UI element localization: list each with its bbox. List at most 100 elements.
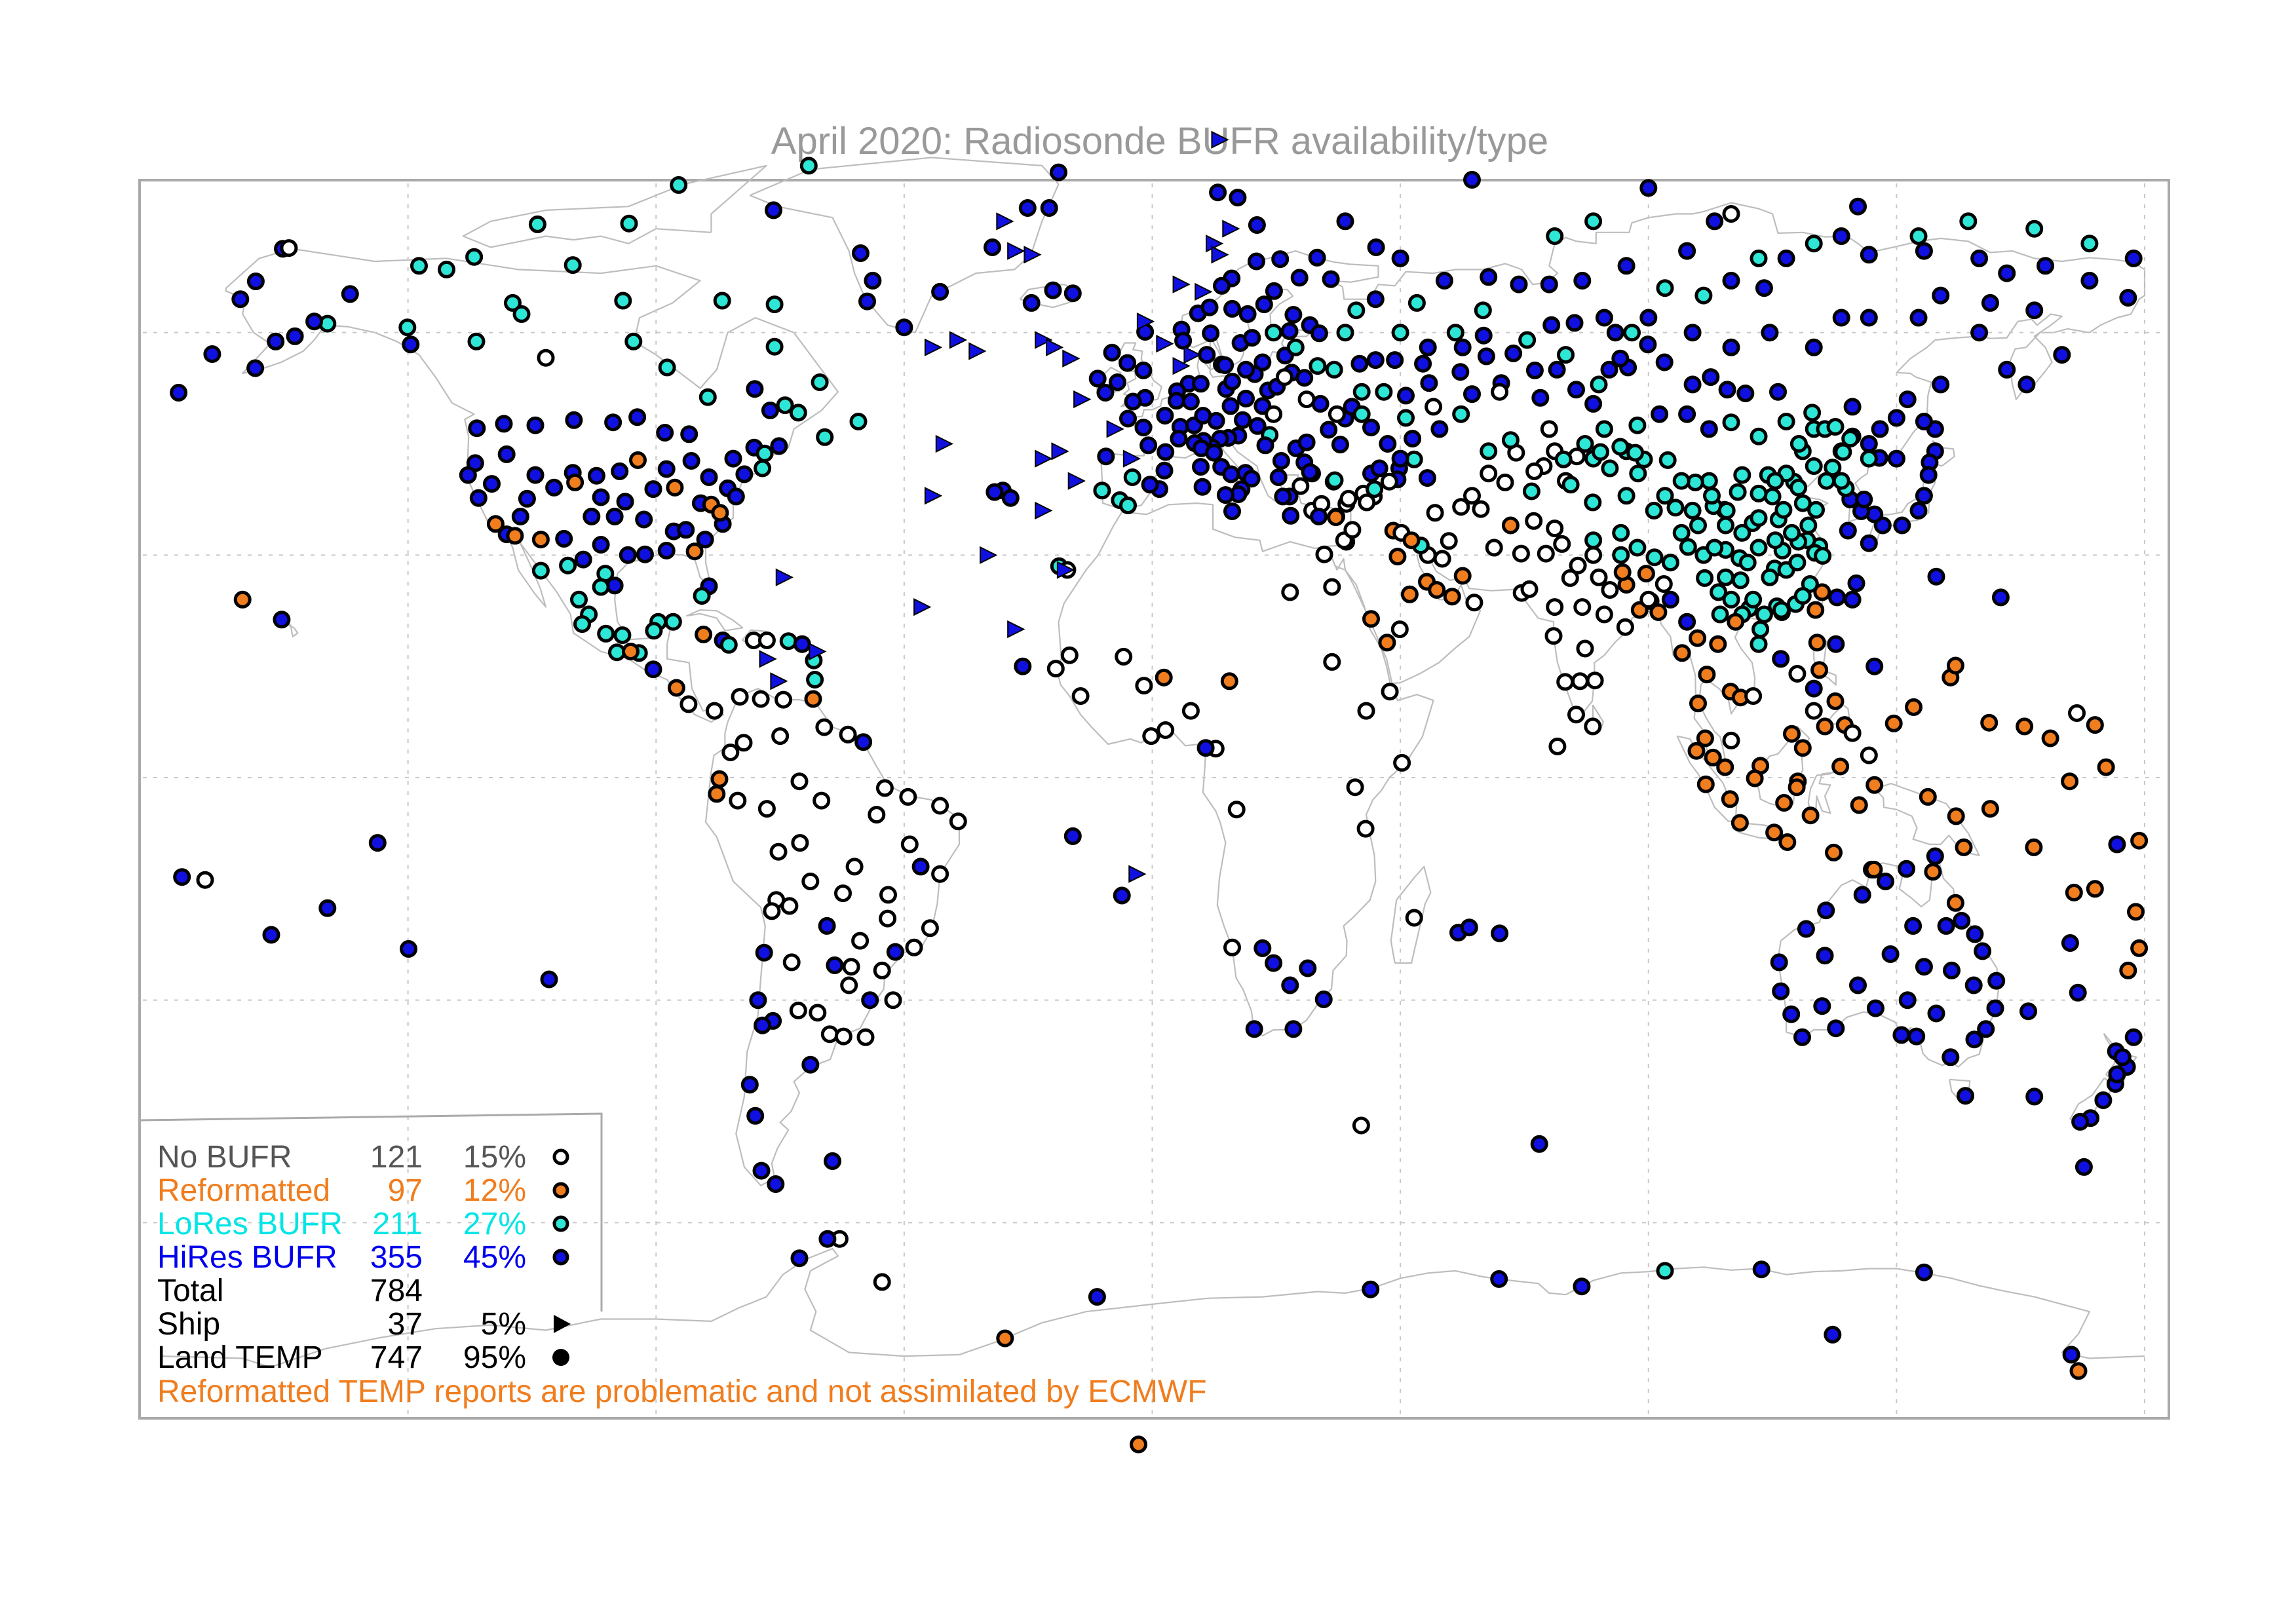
- hires-station-marker: [1893, 516, 1911, 535]
- lores-station-marker: [1860, 449, 1878, 468]
- hires-station-marker: [1678, 242, 1696, 260]
- no-bufr-station-marker: [1381, 683, 1399, 701]
- lores-station-marker: [754, 459, 772, 478]
- hires-station-marker: [231, 290, 250, 309]
- hires-station-marker: [1871, 420, 1889, 438]
- reformatted-station-marker: [1788, 778, 1806, 797]
- hires-station-marker: [1860, 534, 1878, 552]
- lores-station-marker: [465, 248, 484, 266]
- no-bufr-station-marker: [782, 953, 801, 972]
- hires-station-marker: [1366, 290, 1385, 309]
- lores-station-marker: [1783, 523, 1801, 542]
- no-bufr-station-marker: [1323, 578, 1341, 596]
- reformatted-station-marker: [1402, 531, 1421, 550]
- lores-station-marker: [1645, 548, 1664, 567]
- hires-station-marker: [1290, 269, 1309, 287]
- hires-station-marker: [700, 468, 718, 486]
- hires-station-marker: [1639, 309, 1658, 327]
- ship-station-marker: [1067, 472, 1086, 490]
- hires-station-marker: [984, 238, 1001, 256]
- hires-station-marker: [1706, 212, 1724, 231]
- hires-station-marker: [1234, 411, 1252, 429]
- reformatted-station-marker: [629, 451, 647, 469]
- hires-station-marker: [1253, 353, 1272, 371]
- hires-station-marker: [1170, 430, 1188, 448]
- hires-station-marker: [1877, 873, 1894, 890]
- no-bufr-station-marker: [789, 1002, 807, 1019]
- legend-label-lores-bufr: LoRes BUFR: [157, 1207, 343, 1241]
- hires-station-marker: [1245, 1020, 1263, 1038]
- no-bufr-station-marker: [757, 800, 776, 818]
- hires-station-marker: [1103, 343, 1121, 362]
- lores-station-marker: [670, 176, 688, 194]
- no-bufr-station-marker: [834, 1027, 852, 1046]
- lores-station-marker: [1656, 1262, 1674, 1280]
- hires-station-marker: [1772, 650, 1790, 668]
- no-bufr-station-marker: [775, 690, 793, 709]
- lores-station-marker: [1789, 478, 1808, 497]
- no-bufr-station-marker: [1525, 512, 1543, 530]
- lores-station-marker: [1119, 497, 1137, 514]
- lores-station-marker: [1623, 324, 1641, 342]
- ship-station-marker: [1035, 331, 1053, 349]
- no-bufr-station-marker: [1425, 398, 1443, 416]
- no-bufr-station-marker: [1553, 535, 1571, 553]
- hires-station-marker: [1718, 381, 1736, 399]
- reformatted-station-marker: [1727, 613, 1745, 631]
- hires-station-marker: [1336, 212, 1354, 231]
- hires-station-marker: [1370, 459, 1388, 478]
- reformatted-station-marker: [1696, 775, 1715, 793]
- legend-percent-land-temp: 95%: [463, 1340, 526, 1375]
- hires-station-marker: [1222, 465, 1240, 483]
- hires-station-marker: [1998, 360, 2016, 379]
- lores-station-marker: [1738, 554, 1757, 572]
- no-bufr-station-marker: [1452, 498, 1470, 516]
- lores-station-marker: [1814, 547, 1832, 565]
- hires-station-marker: [1998, 264, 2016, 282]
- hires-station-marker: [459, 466, 477, 484]
- chart-title: April 2020: Radiosonde BUFR availability…: [771, 120, 1548, 162]
- hires-station-marker: [1805, 679, 1823, 698]
- lores-station-marker: [438, 260, 455, 278]
- hires-station-marker: [1817, 901, 1835, 920]
- hires-station-marker: [1134, 361, 1153, 379]
- reformatted-station-marker: [1919, 787, 1937, 806]
- ship-station-marker: [775, 568, 794, 586]
- hires-station-marker: [735, 465, 754, 483]
- hires-station-marker: [318, 899, 337, 917]
- lores-station-marker: [693, 587, 711, 605]
- lores-station-marker: [1629, 464, 1647, 483]
- reformatted-station-marker: [1850, 796, 1868, 814]
- ship-station-marker: [1035, 501, 1053, 520]
- hires-station-marker: [1816, 947, 1834, 965]
- hires-station-marker: [1907, 1027, 1926, 1046]
- hires-station-marker: [1310, 508, 1328, 525]
- hires-station-marker: [1525, 361, 1544, 379]
- hires-station-marker: [587, 466, 605, 485]
- hires-station-marker: [1229, 189, 1247, 207]
- hires-station-marker: [1490, 1270, 1508, 1288]
- no-bufr-station-marker: [949, 812, 967, 831]
- reformatted-station-marker: [1704, 748, 1722, 766]
- no-bufr-station-marker: [879, 909, 897, 928]
- lores-station-marker: [1501, 431, 1520, 449]
- no-bufr-station-marker: [1537, 544, 1555, 563]
- lores-station-marker: [1592, 443, 1609, 461]
- hires-station-marker: [1966, 925, 1984, 943]
- hires-station-marker: [1253, 939, 1272, 957]
- legend-symbol-blue-circle: [552, 1249, 569, 1266]
- hires-station-marker: [1987, 972, 2006, 990]
- coastline-path: [686, 609, 744, 632]
- hires-station-marker: [1683, 324, 1702, 342]
- no-bufr-station-marker: [842, 958, 860, 976]
- reformatted-station-marker: [2130, 939, 2149, 957]
- hires-station-marker: [2061, 934, 2079, 952]
- lores-station-marker: [1696, 569, 1714, 587]
- hires-station-marker: [1097, 447, 1115, 466]
- hires-station-marker: [1606, 324, 1624, 342]
- no-bufr-station-marker: [1315, 545, 1333, 563]
- no-bufr-station-marker: [731, 688, 749, 706]
- lores-station-marker: [1751, 620, 1770, 639]
- hires-station-marker: [1898, 859, 1915, 878]
- hires-station-marker: [1881, 945, 1900, 963]
